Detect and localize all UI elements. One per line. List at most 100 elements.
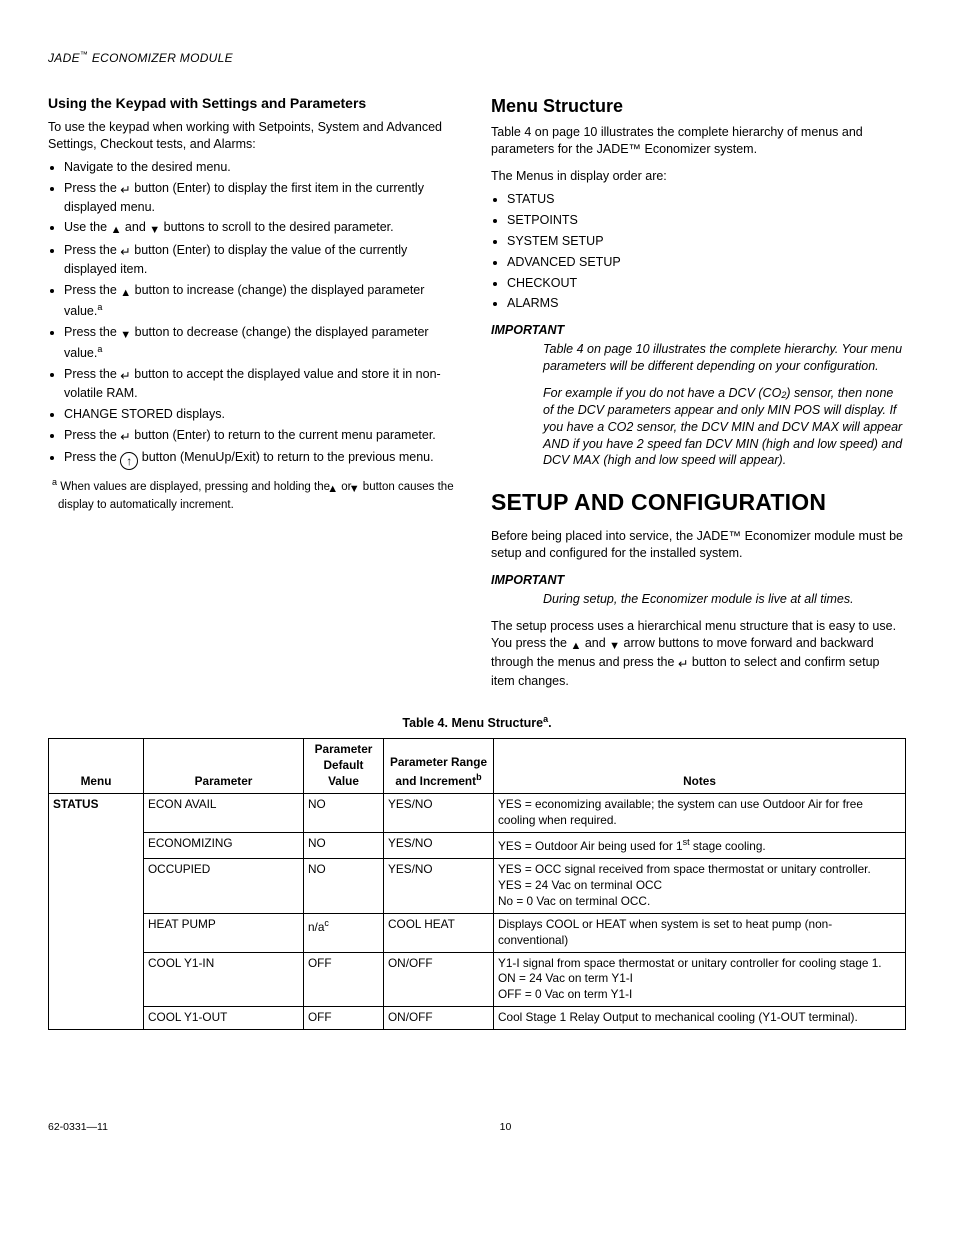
text: Press the [64, 243, 120, 257]
list-item: CHECKOUT [507, 275, 906, 292]
td-default: NO [304, 833, 384, 859]
enter-icon [120, 368, 130, 385]
text: Press the [64, 367, 120, 381]
setup-heading: SETUP AND CONFIGURATION [491, 487, 906, 518]
td-range: YES/NO [384, 833, 494, 859]
td-notes: YES = economizing available; the system … [494, 794, 906, 833]
td-param: ECONOMIZING [144, 833, 304, 859]
text: Press the [64, 181, 120, 195]
list-item: ALARMS [507, 295, 906, 312]
list-item: Press the button to increase (change) th… [64, 282, 463, 320]
text: and [121, 220, 149, 234]
enter-icon [120, 429, 130, 446]
two-column-layout: Using the Keypad with Settings and Param… [48, 94, 906, 695]
td-range: COOL HEAT [384, 913, 494, 952]
table-row: ECONOMIZING NO YES/NO YES = Outdoor Air … [49, 833, 906, 859]
table-row: OCCUPIED NO YES/NO YES = OCC signal rece… [49, 858, 906, 913]
td-range: ON/OFF [384, 1007, 494, 1030]
up-arrow-icon [570, 637, 581, 654]
text: stage cooling. [690, 839, 766, 853]
th-notes: Notes [494, 739, 906, 794]
table-caption: Table 4. Menu Structurea. [48, 713, 906, 732]
td-notes: YES = Outdoor Air being used for 1st sta… [494, 833, 906, 859]
list-item: Press the button to decrease (change) th… [64, 324, 463, 362]
td-range: ON/OFF [384, 952, 494, 1007]
left-heading: Using the Keypad with Settings and Param… [48, 94, 463, 113]
list-item: STATUS [507, 191, 906, 208]
text: Press the [64, 283, 120, 297]
enter-icon [120, 182, 130, 199]
td-notes: Displays COOL or HEAT when system is set… [494, 913, 906, 952]
table-header-row: Menu Parameter Parameter Default Value P… [49, 739, 906, 794]
menu-up-icon [120, 452, 138, 470]
left-intro: To use the keypad when working with Setp… [48, 119, 463, 153]
doc-number: 62-0331—11 [48, 1120, 108, 1134]
td-default: OFF [304, 952, 384, 1007]
text: Use the [64, 220, 111, 234]
menu-structure-intro: Table 4 on page 10 illustrates the compl… [491, 124, 906, 158]
right-column: Menu Structure Table 4 on page 10 illust… [491, 94, 906, 695]
td-param: ECON AVAIL [144, 794, 304, 833]
header-tm: ™ [80, 50, 88, 59]
td-param: HEAT PUMP [144, 913, 304, 952]
text: n/a [308, 920, 324, 934]
td-notes: YES = OCC signal received from space the… [494, 858, 906, 913]
text: Press the [64, 450, 120, 464]
footnote-ref: a [97, 302, 102, 312]
menu-structure-table: Menu Parameter Parameter Default Value P… [48, 738, 906, 1030]
enter-icon [120, 244, 130, 261]
important-body-3: During setup, the Economizer module is l… [491, 591, 906, 608]
down-arrow-icon [149, 221, 160, 238]
important-label: IMPORTANT [491, 322, 906, 339]
list-item: CHANGE STORED displays. [64, 406, 463, 423]
text: For example if you do not have a DCV (CO [543, 386, 781, 400]
header-product: JADE [48, 51, 80, 65]
th-parameter: Parameter [144, 739, 304, 794]
text: . [548, 717, 551, 731]
sup: c [324, 918, 329, 928]
important-body-1: Table 4 on page 10 illustrates the compl… [491, 341, 906, 375]
sup: b [476, 772, 482, 782]
text: When values are displayed, pressing and … [57, 481, 333, 493]
list-item: ADVANCED SETUP [507, 254, 906, 271]
text: button (MenuUp/Exit) to return to the pr… [138, 450, 433, 464]
text: Press the [64, 325, 120, 339]
page-header: JADE™ ECONOMIZER MODULE [48, 50, 906, 66]
th-default: Parameter Default Value [304, 739, 384, 794]
td-default: OFF [304, 1007, 384, 1030]
td-param: COOL Y1-IN [144, 952, 304, 1007]
down-arrow-icon [120, 326, 131, 343]
menus-list: STATUS SETPOINTS SYSTEM SETUP ADVANCED S… [491, 191, 906, 312]
text: Press the [64, 428, 120, 442]
important-label-2: IMPORTANT [491, 572, 906, 589]
setup-process-text: The setup process uses a hierarchical me… [491, 618, 906, 690]
text: Table 4. Menu Structure [402, 717, 543, 731]
table-row: STATUS ECON AVAIL NO YES/NO YES = econom… [49, 794, 906, 833]
td-default: NO [304, 794, 384, 833]
list-item: SETPOINTS [507, 212, 906, 229]
up-arrow-icon [120, 284, 131, 301]
list-item: SYSTEM SETUP [507, 233, 906, 250]
text: and [581, 636, 609, 650]
text: button (Enter) to return to the current … [131, 428, 436, 442]
keypad-steps-list: Navigate to the desired menu. Press the … [48, 159, 463, 471]
setup-intro: Before being placed into service, the JA… [491, 528, 906, 562]
td-param: OCCUPIED [144, 858, 304, 913]
menus-intro: The Menus in display order are: [491, 168, 906, 185]
list-item: Press the button (Enter) to return to th… [64, 427, 463, 446]
footnote-a: a When values are displayed, pressing an… [48, 476, 463, 513]
important-body-2: For example if you do not have a DCV (CO… [491, 385, 906, 469]
list-item: Press the button (Enter) to display the … [64, 242, 463, 278]
list-item: Press the button (Enter) to display the … [64, 180, 463, 216]
td-param: COOL Y1-OUT [144, 1007, 304, 1030]
left-column: Using the Keypad with Settings and Param… [48, 94, 463, 695]
table-row: COOL Y1-OUT OFF ON/OFF Cool Stage 1 Rela… [49, 1007, 906, 1030]
td-notes: Y1-I signal from space thermostat or uni… [494, 952, 906, 1007]
list-item: Use the and buttons to scroll to the des… [64, 219, 463, 238]
page-number: 10 [108, 1120, 903, 1134]
list-item: Press the button (MenuUp/Exit) to return… [64, 449, 463, 470]
td-default: n/ac [304, 913, 384, 952]
table-row: COOL Y1-IN OFF ON/OFF Y1-I signal from s… [49, 952, 906, 1007]
sup: st [683, 837, 690, 847]
list-item: Press the button to accept the displayed… [64, 366, 463, 402]
